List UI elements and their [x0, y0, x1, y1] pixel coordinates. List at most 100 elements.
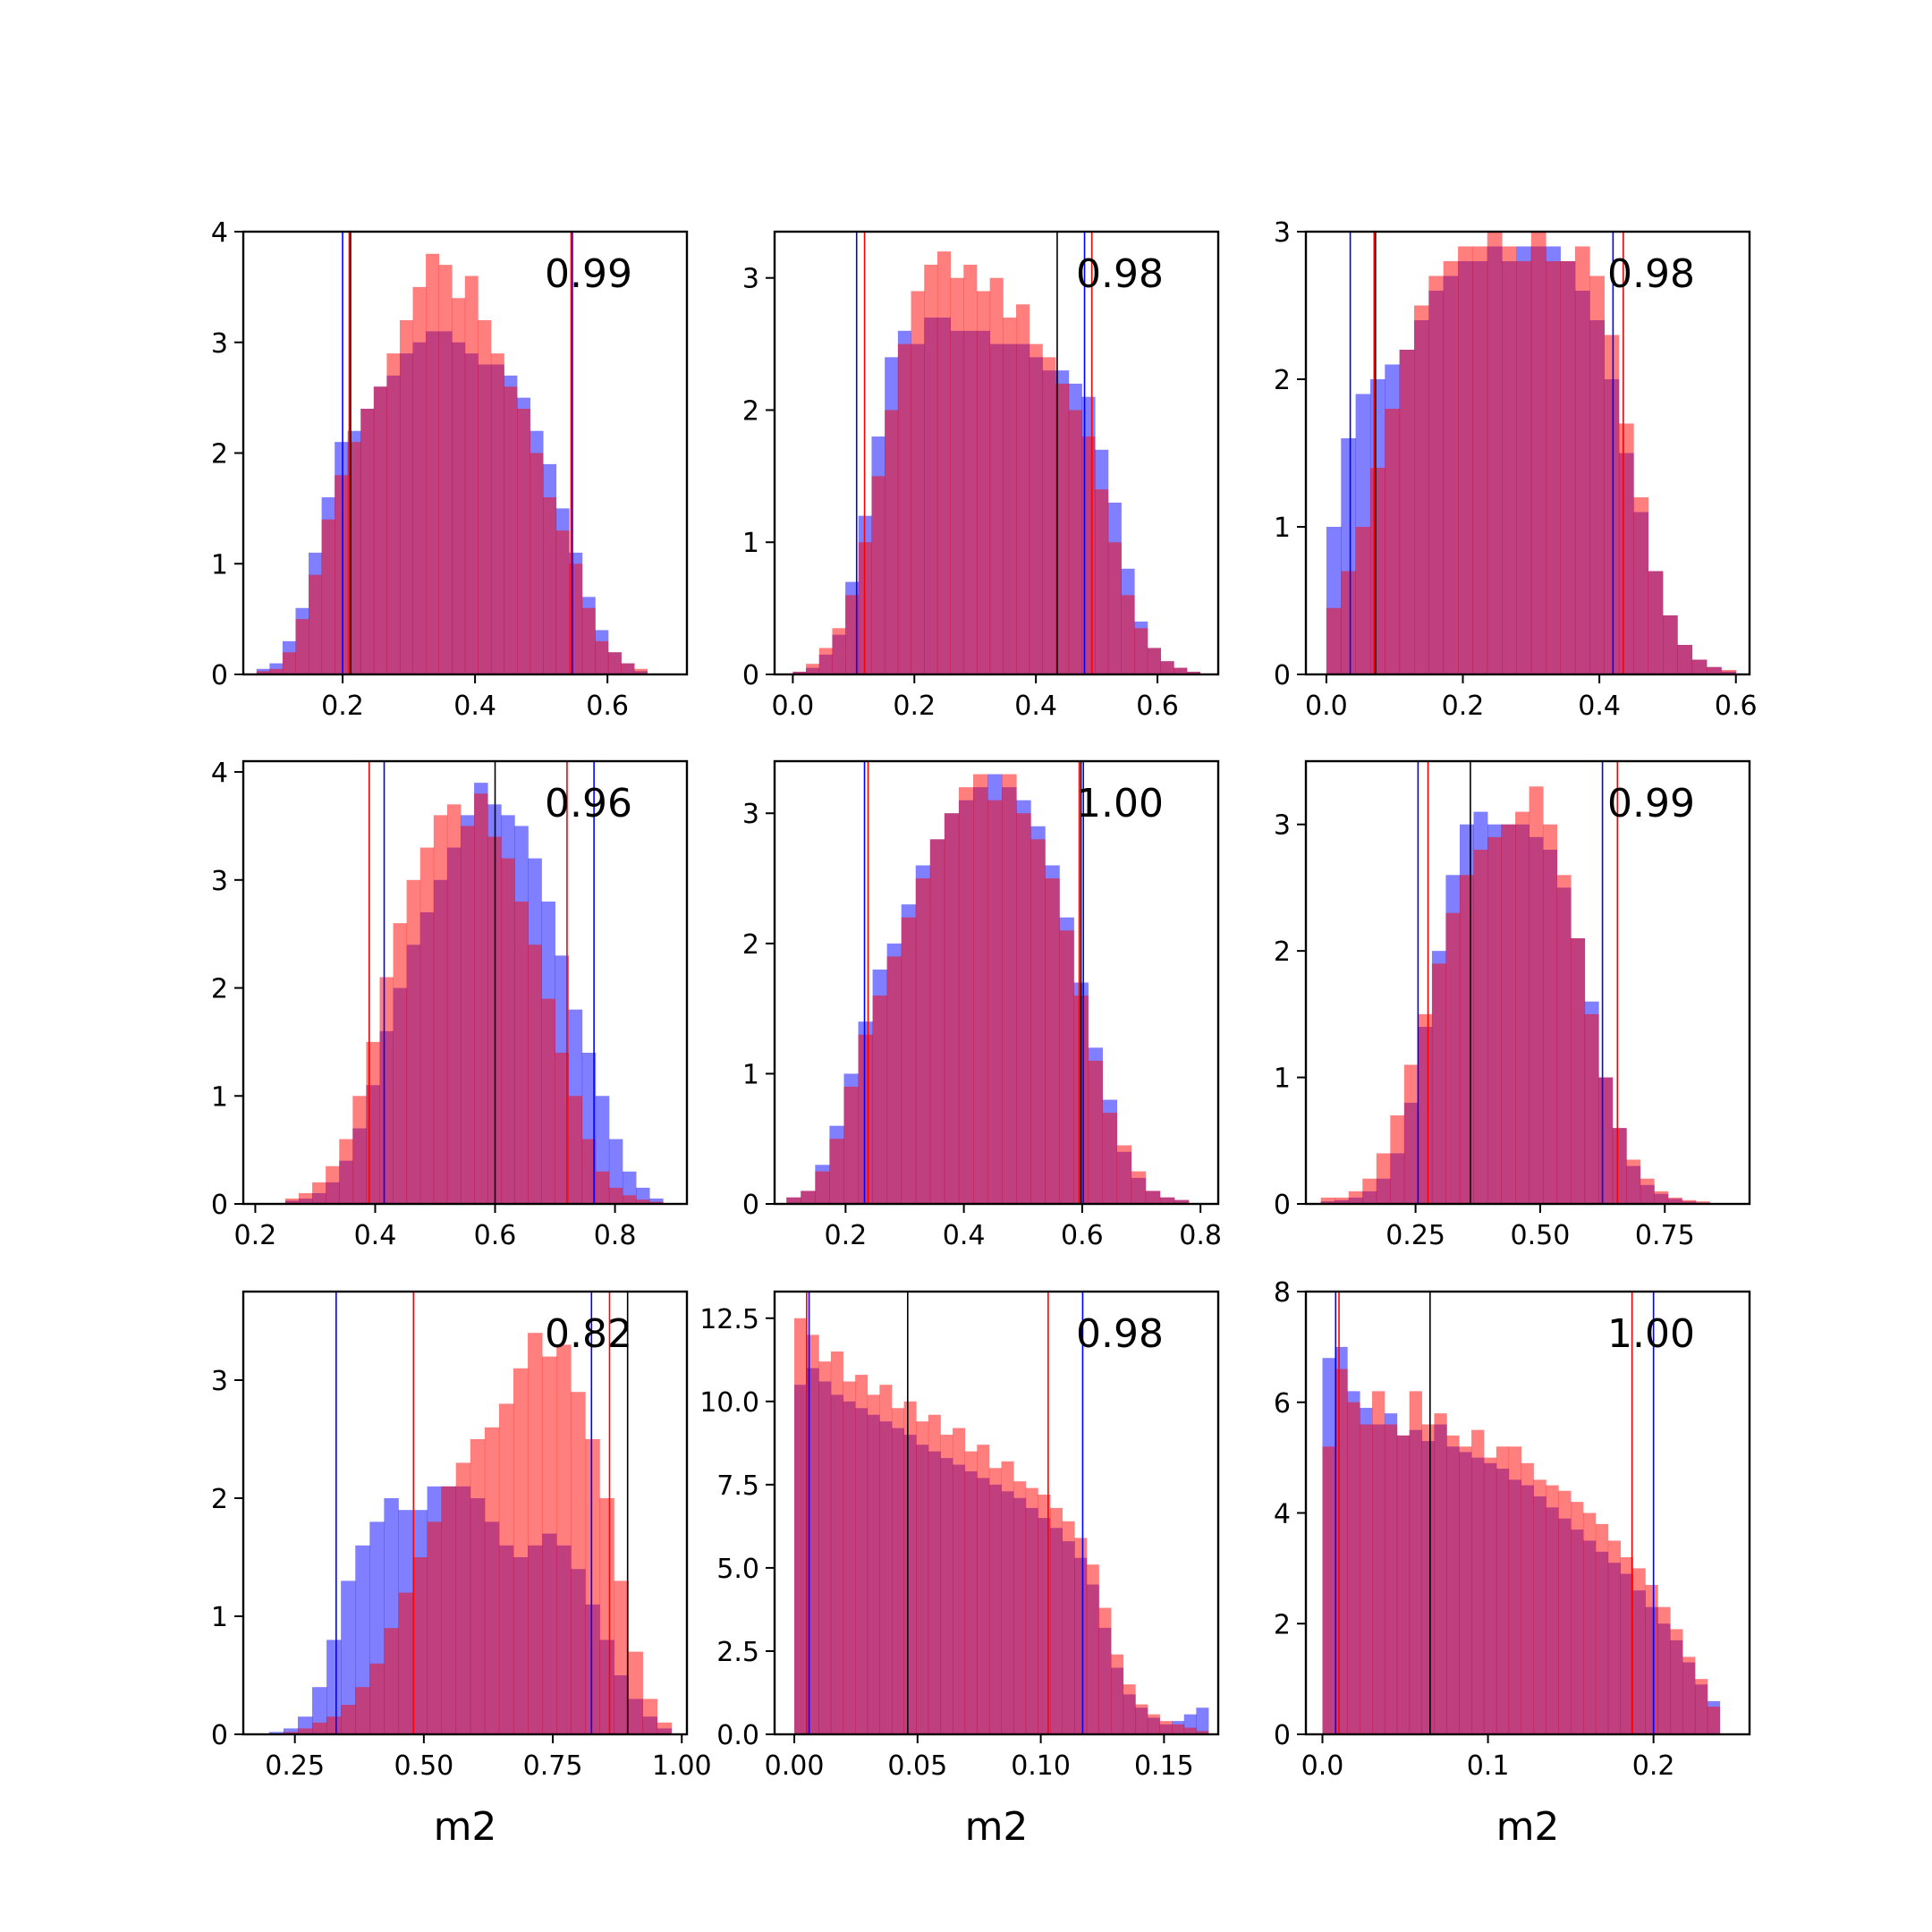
bar-red-25 [622, 1195, 637, 1204]
bar-red-2 [1355, 527, 1371, 674]
y-tick-label: 3 [211, 328, 228, 360]
bar-red-16 [1521, 1462, 1534, 1734]
plot-area [1322, 1292, 1721, 1734]
bar-red-2 [815, 1171, 830, 1204]
x-tick-label: 0.6 [586, 691, 629, 722]
bar-red-29 [634, 668, 648, 674]
bar-red-29 [1682, 1657, 1696, 1734]
subplot-annotation: 0.98 [1076, 1311, 1164, 1357]
bar-red-17 [514, 901, 529, 1204]
bar-red-8 [384, 1628, 399, 1734]
x-tick-label: 0.4 [354, 1220, 397, 1251]
bar-red-23 [555, 530, 570, 674]
x-tick-label: 0.15 [1134, 1750, 1194, 1782]
bar-red-18 [1029, 343, 1043, 674]
bar-red-3 [295, 619, 309, 674]
bar-red-29 [1174, 667, 1188, 674]
bar-blue-33 [1196, 1707, 1209, 1734]
subplot-annotation: 0.96 [545, 781, 632, 826]
subplot-6: 0.25 0.50 0.75 0 1 2 3 0.99 [1274, 759, 1751, 1251]
plot-area [792, 232, 1201, 674]
subplot-7: 0.25 0.50 0.75 1.00 0 1 2 3 0.82 m2 [211, 1290, 712, 1850]
bar-red-6 [355, 1687, 370, 1734]
bar-red-18 [1589, 275, 1605, 674]
bar-red-26 [1645, 1584, 1658, 1734]
bar-red-23 [1640, 1178, 1655, 1204]
bar-red-25 [1121, 595, 1135, 674]
x-tick-label: 0.2 [234, 1220, 277, 1251]
series-red [283, 1333, 673, 1734]
bar-red-26 [642, 1699, 658, 1734]
bar-red-9 [398, 1592, 413, 1734]
bar-red-13 [1516, 261, 1532, 674]
bar-red-20 [1571, 1502, 1584, 1734]
x-tick-label: 0.6 [1136, 691, 1179, 722]
bar-red-12 [940, 1435, 953, 1734]
bar-red-9 [1434, 1413, 1447, 1734]
x-tick-label: 0.4 [1014, 691, 1057, 722]
axes-frame [1304, 230, 1751, 676]
bar-red-18 [1045, 878, 1060, 1204]
subplot-5: 0.2 0.4 0.6 0.8 0 1 2 3 1.00 [742, 759, 1222, 1251]
x-tick-label: 0.10 [1011, 1750, 1071, 1782]
x-axis-label: m2 [434, 1804, 497, 1850]
bar-red-3 [829, 1139, 844, 1204]
bar-red-0 [1320, 1197, 1335, 1204]
bar-red-20 [1598, 1077, 1614, 1204]
bar-red-5 [855, 1375, 869, 1734]
x-tick-label: 0.2 [825, 1220, 868, 1251]
bar-red-12 [446, 804, 462, 1204]
bar-red-2 [297, 1728, 313, 1734]
bar-red-25 [1691, 659, 1707, 674]
bar-red-3 [326, 1165, 340, 1204]
bar-red-6 [872, 996, 888, 1204]
bar-red-12 [1487, 836, 1502, 1204]
bar-red-22 [543, 497, 557, 674]
bar-red-0 [256, 671, 270, 674]
bar-red-16 [464, 275, 479, 674]
bar-red-21 [1088, 1060, 1103, 1204]
y-tick-label: 1 [211, 1602, 228, 1633]
bar-red-15 [1002, 774, 1017, 1204]
axes-frame [242, 1290, 689, 1736]
bar-red-9 [911, 291, 925, 674]
bar-red-15 [1546, 261, 1561, 674]
y-tick-label: 2 [1274, 365, 1291, 396]
bar-red-27 [1657, 1606, 1671, 1734]
bar-red-27 [1695, 1201, 1710, 1204]
plot-area [786, 761, 1190, 1204]
bar-red-11 [944, 813, 960, 1204]
bar-red-9 [903, 1401, 917, 1734]
bar-red-10 [1472, 246, 1488, 674]
y-tick-label: 2 [211, 439, 228, 470]
bar-red-27 [649, 1201, 664, 1204]
subplot-9: 0.0 0.1 0.2 0 2 4 6 8 1.00 m2 [1274, 1277, 1751, 1850]
bar-red-4 [843, 1381, 856, 1734]
bar-red-2 [282, 652, 296, 674]
bar-red-21 [1583, 1513, 1597, 1734]
bar-red-24 [614, 1580, 629, 1734]
bar-red-24 [1086, 1564, 1099, 1734]
bar-red-7 [379, 977, 394, 1204]
bar-red-16 [501, 858, 515, 1204]
series-red [786, 774, 1190, 1204]
bar-red-17 [513, 1368, 529, 1734]
plot-area [284, 761, 664, 1204]
bar-red-21 [1612, 1128, 1627, 1204]
bar-red-8 [897, 343, 911, 674]
y-tick-label: 2 [1274, 1609, 1291, 1640]
bar-red-28 [621, 663, 635, 674]
bar-red-14 [474, 793, 488, 1204]
bar-red-18 [1571, 938, 1586, 1204]
y-tick-label: 3 [1274, 810, 1291, 842]
x-tick-label: 0.2 [1632, 1750, 1675, 1782]
bar-red-1 [801, 1191, 816, 1204]
bar-red-7 [885, 410, 899, 674]
bar-red-11 [928, 1414, 941, 1734]
bar-red-22 [585, 1439, 600, 1734]
bar-red-19 [542, 1356, 557, 1734]
y-tick-label: 0.0 [716, 1720, 759, 1751]
bar-red-16 [498, 1403, 514, 1734]
bar-red-25 [581, 607, 596, 674]
bar-red-14 [976, 291, 991, 674]
